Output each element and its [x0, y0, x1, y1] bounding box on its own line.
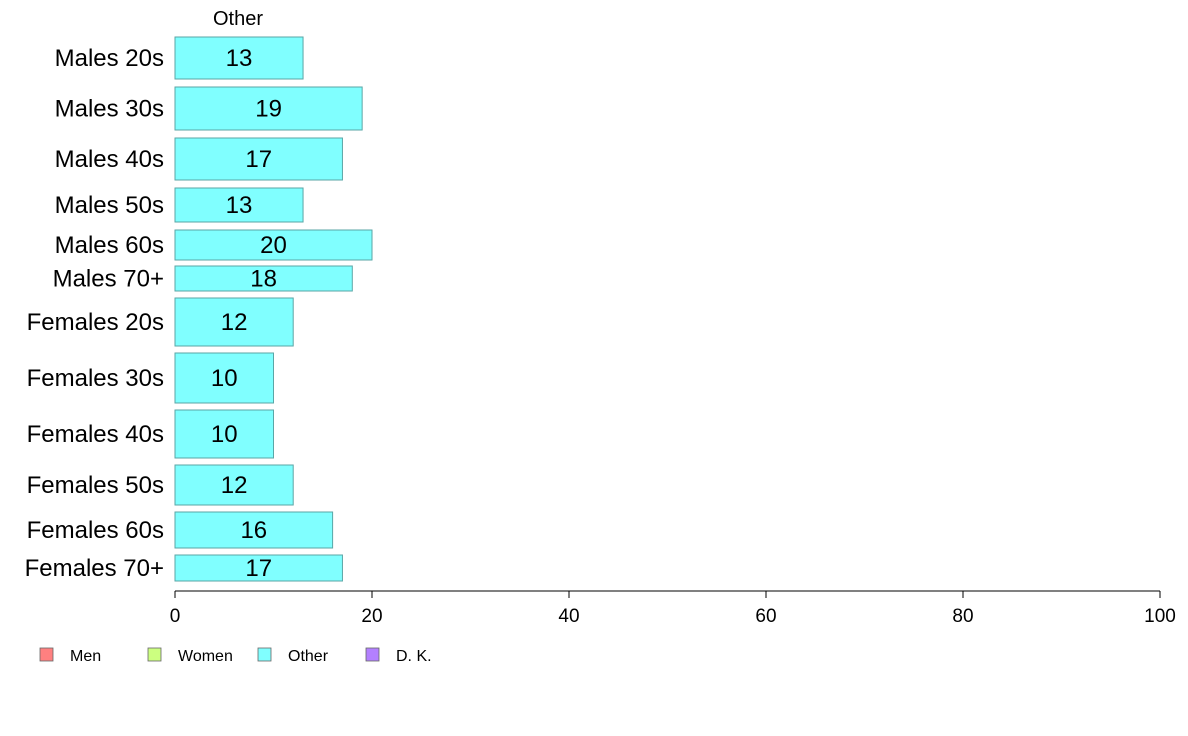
- panel-title: Other: [213, 8, 263, 30]
- category-label: Males 50s: [55, 192, 164, 219]
- category-label: Females 60s: [27, 517, 164, 544]
- bar: [174, 36, 304, 80]
- category-label: Females 20s: [27, 309, 164, 336]
- legend-label: D. K.: [396, 648, 432, 665]
- legend-swatch: [147, 647, 162, 662]
- bar: [174, 229, 373, 261]
- bar: [174, 352, 274, 404]
- x-tick-label: 0: [170, 606, 181, 627]
- category-label: Females 70+: [25, 555, 164, 582]
- data-label: 13: [226, 45, 253, 72]
- bar: [174, 137, 343, 181]
- bar: [174, 265, 353, 292]
- bar: [174, 511, 334, 549]
- legend-label: Men: [70, 648, 101, 665]
- legend-label: Other: [288, 648, 329, 665]
- x-tick-label: 20: [361, 606, 382, 627]
- category-label: Males 30s: [55, 96, 164, 123]
- category-label: Females 50s: [27, 472, 164, 499]
- data-label: 10: [211, 365, 238, 392]
- data-label: 12: [221, 472, 248, 499]
- data-label: 17: [245, 146, 272, 173]
- data-label: 16: [240, 517, 267, 544]
- category-label: Males 70+: [53, 266, 164, 293]
- x-tick-label: 40: [558, 606, 579, 627]
- data-label: 20: [260, 232, 287, 259]
- bar: [174, 86, 363, 131]
- bar: [174, 554, 343, 582]
- x-tick-label: 100: [1144, 606, 1176, 627]
- bar: [174, 297, 294, 347]
- data-label: 13: [226, 192, 253, 219]
- category-label: Females 40s: [27, 421, 164, 448]
- category-label: Males 20s: [55, 45, 164, 72]
- legend-swatch: [365, 647, 380, 662]
- category-label: Males 40s: [55, 146, 164, 173]
- data-label: 17: [245, 555, 272, 582]
- data-label: 19: [255, 96, 282, 123]
- bar: [174, 464, 294, 506]
- legend-swatch: [39, 647, 54, 662]
- bar: [174, 187, 304, 223]
- x-axis: 0 20 40 60 80 100: [170, 590, 1176, 627]
- category-label: Males 60s: [55, 232, 164, 259]
- bar: [174, 409, 274, 459]
- data-label: 18: [250, 266, 277, 293]
- legend: Men Women Other D. K.: [39, 647, 432, 665]
- legend-swatch: [257, 647, 272, 662]
- x-tick-label: 80: [952, 606, 973, 627]
- bars-group: Males 20s 13 Males 30s 19 Males 40s 17 Males 5…: [25, 36, 373, 582]
- x-tick-label: 60: [755, 606, 776, 627]
- data-label: 10: [211, 421, 238, 448]
- data-label: 12: [221, 309, 248, 336]
- category-label: Females 30s: [27, 365, 164, 392]
- legend-label: Women: [178, 648, 233, 665]
